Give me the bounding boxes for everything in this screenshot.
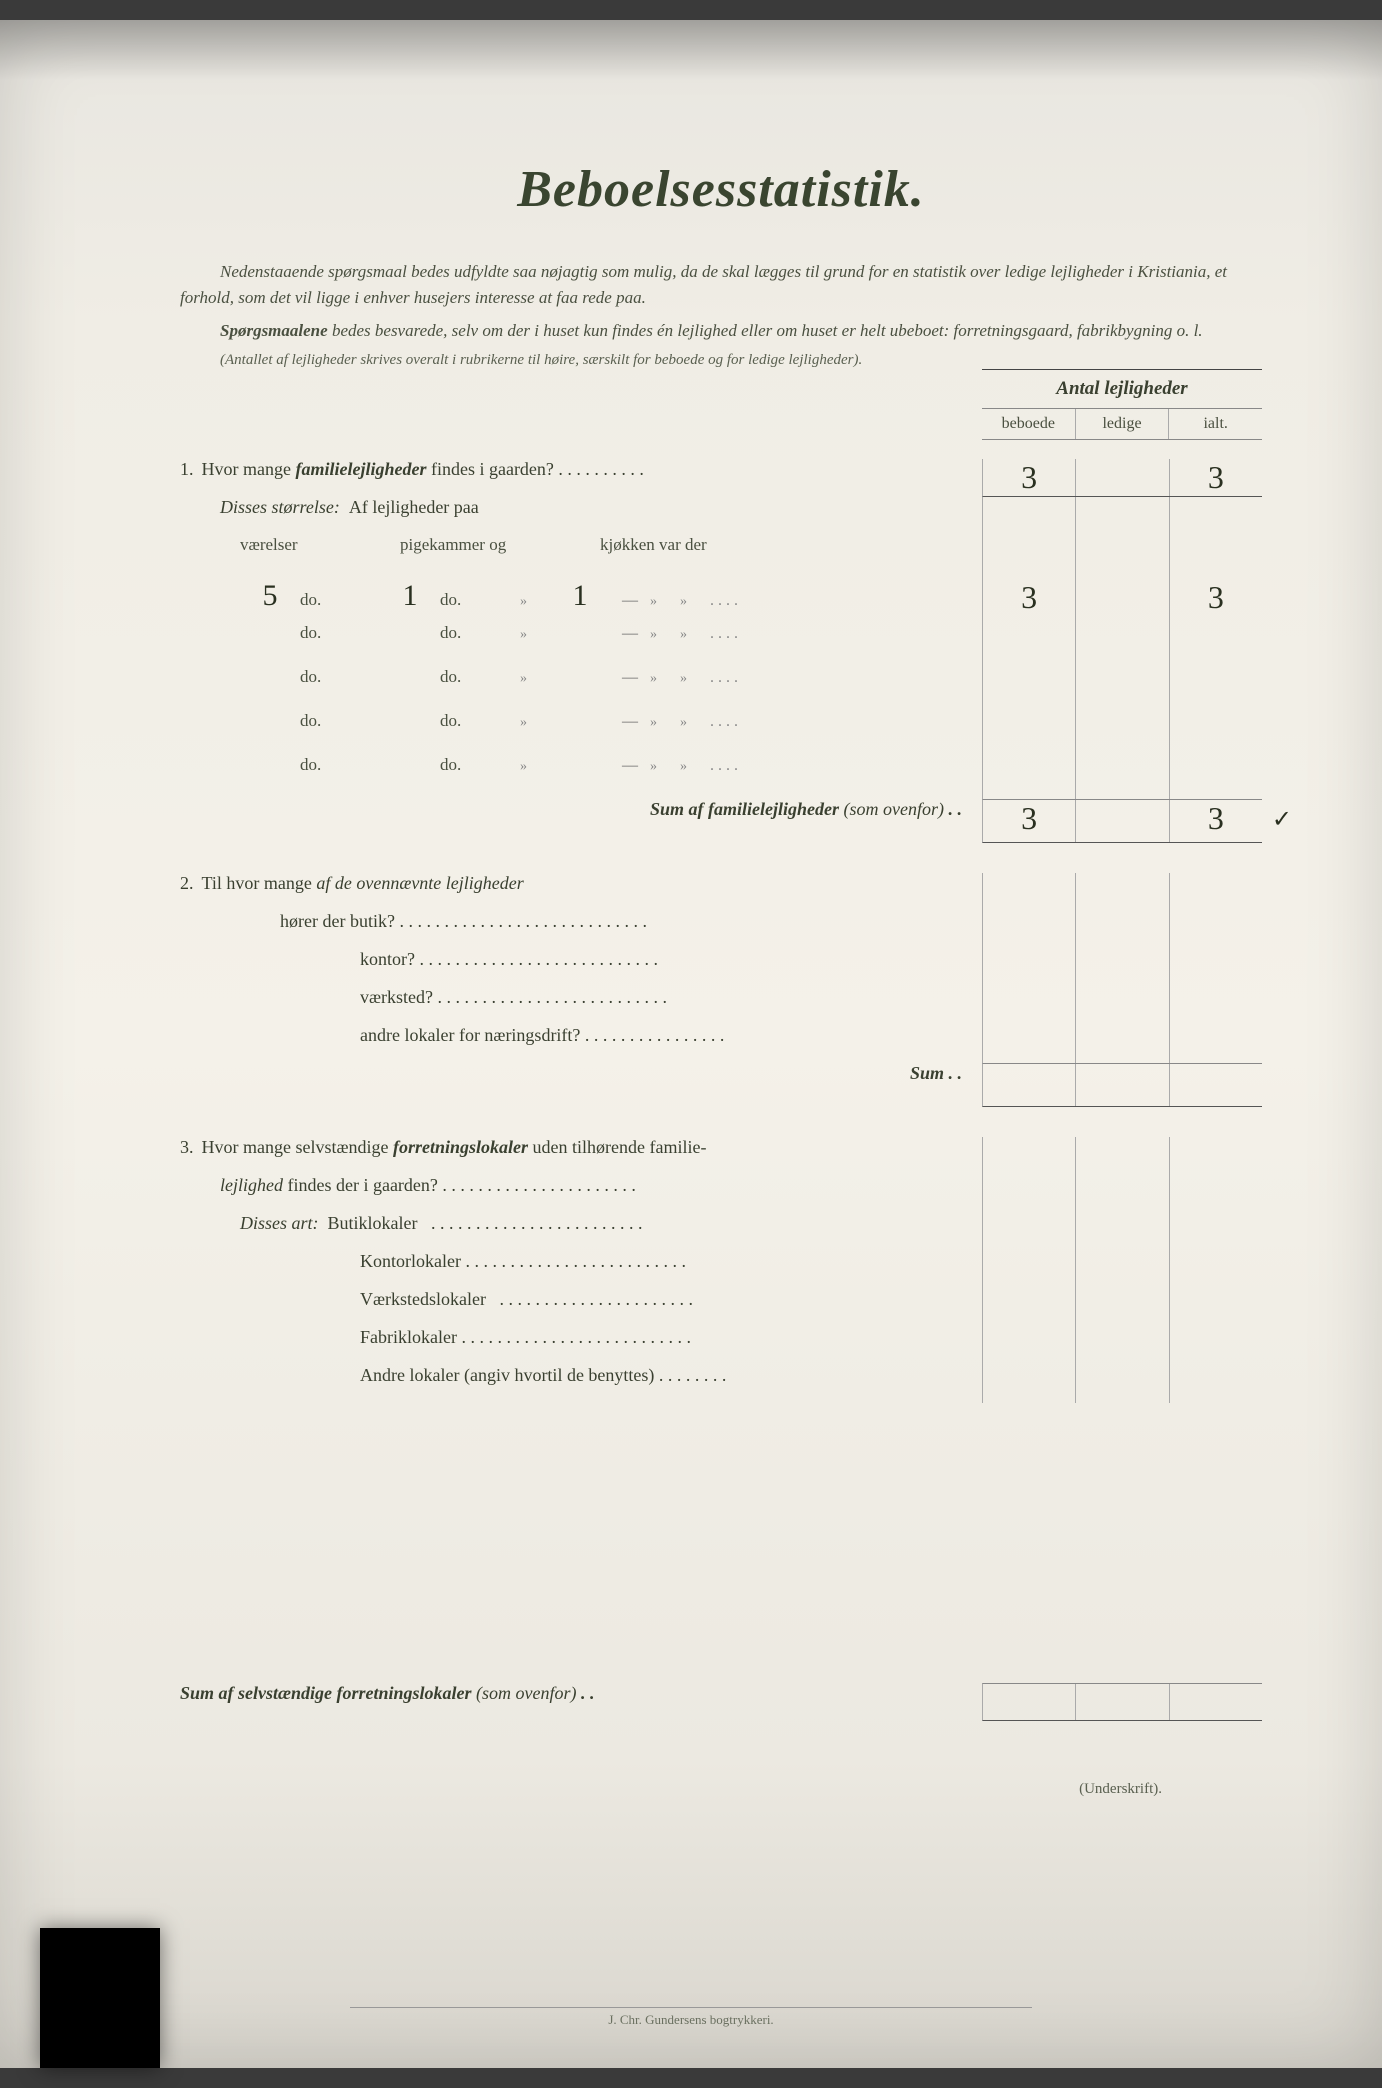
q1-text: 1.Hvor mange familielejligheder findes i… bbox=[180, 459, 982, 480]
q1-row: 1.Hvor mange familielejligheder findes i… bbox=[180, 459, 1262, 497]
q1-detail-row-2: do. do. »—»» . . . . bbox=[180, 623, 1262, 667]
r1-ialt: 3 bbox=[1170, 579, 1262, 623]
sum-beboede: 3 bbox=[983, 800, 1076, 842]
q3-item-5: Andre lokaler (angiv hvortil de benyttes… bbox=[180, 1365, 1262, 1403]
q1-col-labels: værelser pigekammer og kjøkken var der bbox=[180, 535, 1262, 579]
r1-v2: 1 bbox=[380, 579, 440, 613]
q1-cells: 3 3 bbox=[982, 459, 1262, 497]
q1-beboede: 3 bbox=[983, 459, 1076, 496]
intro-paragraph-1: Nedenstaaende spørgsmaal bedes udfyldte … bbox=[180, 259, 1262, 310]
q3-item-1: Disses art: Butiklokaler . . . . . . . .… bbox=[180, 1213, 1262, 1251]
q3-row-b: lejlighed lejlighed findes der i gaarden… bbox=[180, 1175, 1262, 1213]
intro-paragraph-2: Spørgsmaalene bedes besvarede, selv om d… bbox=[180, 318, 1262, 344]
q1-ialt: 3 bbox=[1170, 459, 1262, 496]
table-header: Antal lejligheder beboede ledige ialt. bbox=[982, 369, 1262, 440]
content-area: Antal lejligheder beboede ledige ialt. 1… bbox=[180, 459, 1262, 1798]
page-title: Beboelsesstatistik. bbox=[180, 160, 1262, 219]
q1-sum-row: Sum af familielejligheder (som ovenfor) … bbox=[180, 799, 1262, 843]
header-columns: beboede ledige ialt. bbox=[982, 409, 1262, 440]
intro-lead: Spørgsmaalene bbox=[220, 321, 328, 340]
intro-rest: bedes besvarede, selv om der i huset kun… bbox=[328, 321, 1203, 340]
col-beboede: beboede bbox=[982, 409, 1076, 439]
af-label: Af lejligheder paa bbox=[349, 497, 479, 517]
q1-detail-row-1: 5 do. 1 do. » 1 — »» . . . . 3 3 bbox=[180, 579, 1262, 623]
r1-v1: 5 bbox=[240, 579, 300, 613]
q2-item-1: hører der butik? . . . . . . . . . . . .… bbox=[180, 911, 1262, 949]
signature-label: (Underskrift). bbox=[180, 1781, 1162, 1798]
r1-beboede: 3 bbox=[983, 579, 1076, 623]
footer-sum-row: Sum af selvstændige forretningslokaler (… bbox=[180, 1683, 1262, 1721]
disses-label: Disses størrelse: bbox=[220, 497, 340, 517]
q1-num: 1. bbox=[180, 459, 194, 479]
q2-item-4: andre lokaler for næringsdrift? . . . . … bbox=[180, 1025, 1262, 1063]
q2-row: 2.Til hvor mange af de ovennævnte lejlig… bbox=[180, 873, 1262, 911]
q3-item-3: Værkstedslokaler . . . . . . . . . . . .… bbox=[180, 1289, 1262, 1327]
q3-item-2: Kontorlokaler . . . . . . . . . . . . . … bbox=[180, 1251, 1262, 1289]
document-page: Beboelsesstatistik. Nedenstaaende spørgs… bbox=[0, 20, 1382, 2068]
q2-sum: Sum . . bbox=[180, 1063, 1262, 1107]
q1-detail-row-3: do. do. »—»» . . . . bbox=[180, 667, 1262, 711]
q3-item-4: Fabriklokaler . . . . . . . . . . . . . … bbox=[180, 1327, 1262, 1365]
q1-disses-row: Disses størrelse: Af lejligheder paa bbox=[180, 497, 1262, 535]
r1-v3: 1 bbox=[550, 579, 610, 613]
sum-ialt: 3✓ bbox=[1170, 800, 1262, 842]
col-ialt: ialt. bbox=[1169, 409, 1262, 439]
q2-item-2: kontor? . . . . . . . . . . . . . . . . … bbox=[180, 949, 1262, 987]
header-title: Antal lejligheder bbox=[982, 369, 1262, 409]
q3-row: 3.Hvor mange selvstændige forretningslok… bbox=[180, 1137, 1262, 1175]
q1-detail-row-5: do. do. »—»» . . . . bbox=[180, 755, 1262, 799]
q1-detail-row-4: do. do. »—»» . . . . bbox=[180, 711, 1262, 755]
q1-ledige bbox=[1076, 459, 1169, 496]
printer-credit: J. Chr. Gundersens bogtrykkeri. bbox=[350, 2007, 1032, 2028]
intro-note: (Antallet af lejligheder skrives overalt… bbox=[180, 352, 1262, 369]
q2-item-3: værksted? . . . . . . . . . . . . . . . … bbox=[180, 987, 1262, 1025]
col-ledige: ledige bbox=[1076, 409, 1170, 439]
